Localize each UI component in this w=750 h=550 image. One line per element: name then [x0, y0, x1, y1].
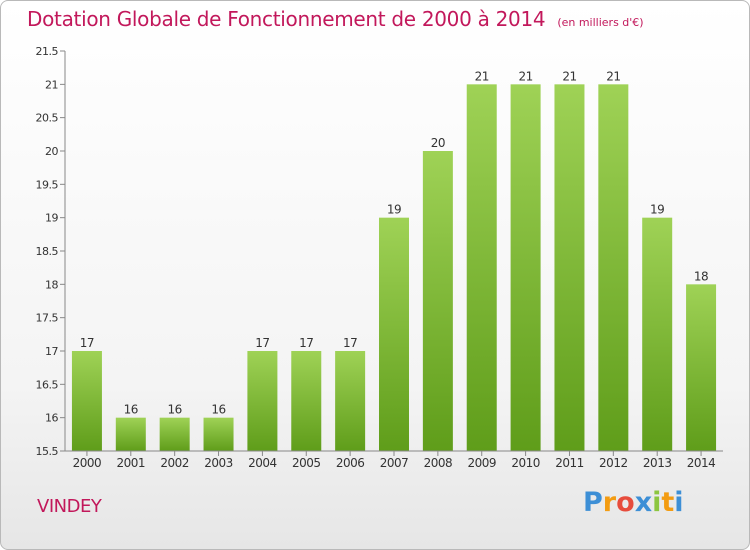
bar [247, 351, 278, 451]
x-tick-label: 2009 [467, 456, 496, 470]
x-tick-label: 2007 [380, 456, 409, 470]
data-label: 17 [299, 336, 313, 350]
bar [203, 417, 234, 451]
x-tick-label: 2013 [643, 456, 672, 470]
data-label: 21 [475, 69, 489, 83]
x-tick-label: 2008 [424, 456, 453, 470]
place-name: VINDEY [37, 496, 102, 517]
y-tick-label: 15.5 [36, 445, 59, 458]
y-tick-label: 21.5 [36, 45, 59, 58]
y-tick-label: 18.5 [36, 245, 59, 258]
bar [335, 351, 366, 451]
bar [510, 84, 541, 451]
bar [466, 84, 497, 451]
y-tick-label: 20 [45, 145, 58, 158]
x-tick-label: 2002 [160, 456, 189, 470]
logo-letter: r [602, 487, 617, 518]
y-tick-label: 20.5 [36, 112, 59, 125]
data-label: 21 [606, 69, 620, 83]
x-tick-label: 2012 [599, 456, 628, 470]
y-tick-label: 19 [45, 212, 58, 225]
logo-letter: t [661, 487, 675, 518]
bar [642, 217, 673, 451]
y-tick-label: 17.5 [36, 312, 59, 325]
data-label: 21 [562, 69, 576, 83]
y-tick-label: 18 [45, 278, 58, 291]
data-label: 16 [211, 403, 225, 417]
unit-note: (en milliers d'€) [557, 16, 644, 29]
x-tick-label: 2005 [292, 456, 321, 470]
logo-letter: o [616, 487, 635, 518]
y-tick-label: 16.5 [36, 378, 59, 391]
y-tick-label: 19.5 [36, 178, 59, 191]
x-tick-label: 2014 [687, 456, 716, 470]
bar [422, 151, 453, 451]
x-axis: 2000 2001 2002 2003 2004 2005 2006 2007 2008 2009… [65, 450, 723, 470]
data-label: 19 [650, 203, 664, 217]
data-label: 17 [80, 336, 94, 350]
x-tick-label: 2000 [73, 456, 102, 470]
title-text: Dotation Globale de Fonctionnement de 20… [27, 7, 546, 31]
x-tick-label: 2011 [555, 456, 584, 470]
data-label: 17 [343, 336, 357, 350]
x-tick-label: 2006 [336, 456, 365, 470]
data-label: 18 [694, 269, 708, 283]
bar [686, 284, 717, 451]
chart-title: Dotation Globale de Fonctionnement de 20… [27, 7, 644, 31]
logo-letter: i [652, 487, 662, 518]
y-tick-label: 17 [45, 345, 58, 358]
data-label: 20 [431, 136, 445, 150]
bar [291, 351, 322, 451]
proxiti-logo: Proxiti [583, 487, 684, 518]
bar [379, 217, 409, 451]
data-label: 19 [387, 203, 401, 217]
logo-letter: P [583, 487, 603, 518]
data-label: 16 [168, 403, 182, 417]
bar [115, 417, 146, 451]
bar [554, 84, 585, 451]
x-tick-label: 2010 [511, 456, 540, 470]
data-label: 17 [255, 336, 269, 350]
y-tick-label: 16 [45, 412, 58, 425]
x-tick-label: 2003 [204, 456, 233, 470]
x-tick-label: 2004 [248, 456, 277, 470]
data-label: 21 [518, 69, 532, 83]
bar [71, 351, 102, 451]
logo-letter: i [674, 487, 684, 518]
y-axis: 15.5 16 16.5 17 17.5 18 18.5 19 19.5 20 20.5 21 21.5 [36, 45, 66, 458]
bars: 17 16 16 16 17 17 17 19 20 21 21 21 21 19 18 [71, 69, 717, 451]
logo-letter: x [634, 487, 653, 518]
data-label: 16 [124, 403, 138, 417]
y-tick-label: 21 [45, 78, 58, 91]
bar [159, 417, 190, 451]
x-tick-label: 2001 [117, 456, 146, 470]
bar [598, 84, 629, 451]
